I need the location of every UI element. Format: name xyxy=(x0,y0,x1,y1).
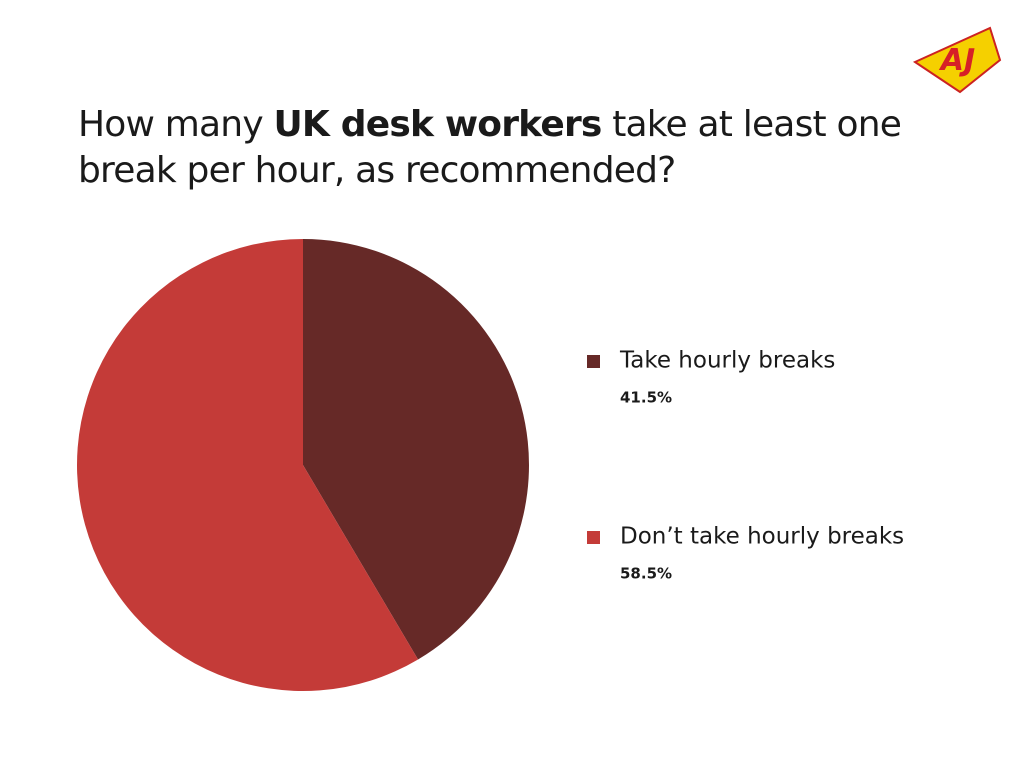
logo-text: AJ xyxy=(939,43,975,78)
value-label: 41.5% xyxy=(620,389,672,407)
chart-title: How many UK desk workers take at least o… xyxy=(78,102,958,194)
title-part: take at least one break per hour, as rec… xyxy=(78,104,902,191)
legend-swatch xyxy=(587,531,600,544)
title-part: How many xyxy=(78,104,274,145)
pie-slice xyxy=(76,239,419,691)
logo: AJ xyxy=(912,26,1002,94)
legend-label: Take hourly breaks xyxy=(619,348,835,374)
logo-shape xyxy=(912,26,1002,94)
pie-slice xyxy=(303,239,529,660)
legend-swatch xyxy=(587,355,600,368)
legend-label: Don’t take hourly breaks xyxy=(620,524,904,550)
value-label: 58.5% xyxy=(620,565,672,583)
title-bold: UK desk workers xyxy=(273,104,602,145)
